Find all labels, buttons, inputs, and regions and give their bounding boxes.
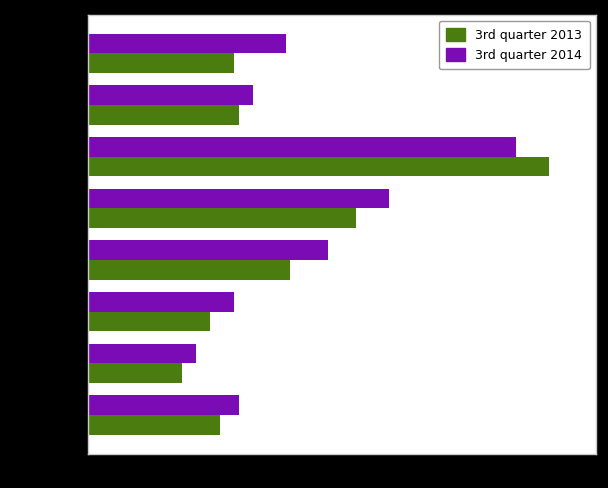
Bar <box>88 34 286 53</box>
Bar <box>88 157 549 176</box>
Bar <box>88 260 290 280</box>
Bar <box>88 395 238 415</box>
Bar <box>88 105 238 125</box>
Bar <box>88 53 234 73</box>
Bar <box>88 344 196 364</box>
Bar <box>88 241 328 260</box>
Bar <box>88 292 234 312</box>
Bar <box>88 415 219 435</box>
Bar <box>88 137 516 157</box>
Bar <box>88 312 210 331</box>
Bar <box>88 189 389 208</box>
Legend: 3rd quarter 2013, 3rd quarter 2014: 3rd quarter 2013, 3rd quarter 2014 <box>439 21 590 69</box>
Bar <box>88 85 253 105</box>
Bar <box>88 208 356 228</box>
Bar <box>88 364 182 383</box>
